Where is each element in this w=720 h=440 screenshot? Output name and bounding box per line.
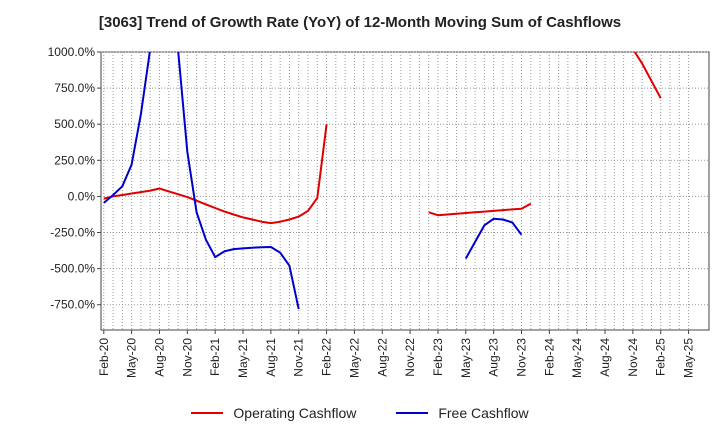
x-tick-label: May-20 (125, 338, 139, 378)
legend-item-operating: Operating Cashflow (191, 405, 356, 421)
x-tick-label: Feb-25 (654, 338, 668, 376)
y-tick-label: 0.0% (68, 189, 96, 203)
legend-swatch-operating (191, 412, 224, 414)
series-layer (103, 52, 662, 310)
x-tick-label: Feb-20 (97, 338, 111, 376)
x-tick-label: Aug-24 (598, 338, 612, 377)
series-1-segment-0 (103, 52, 151, 204)
y-tick-label: 1000.0% (48, 45, 96, 59)
series-1-segment-1 (177, 52, 300, 310)
x-tick-label: Feb-24 (542, 338, 556, 376)
x-tick-label: May-21 (236, 338, 250, 378)
x-tick-label: Aug-20 (152, 338, 166, 377)
series-1-segment-2 (464, 217, 523, 259)
legend-item-free: Free Cashflow (396, 405, 529, 421)
chart-title: [3063] Trend of Growth Rate (YoY) of 12-… (98, 14, 622, 31)
x-tick-label: May-22 (347, 338, 361, 378)
y-tick-label: 750.0% (54, 81, 95, 95)
legend-label-operating: Operating Cashflow (233, 405, 357, 421)
x-tick-label: Nov-21 (292, 338, 306, 377)
legend-swatch-free (396, 412, 429, 414)
x-tick-label: Feb-23 (431, 338, 445, 376)
x-tick-label: Aug-21 (264, 338, 278, 377)
series-0-segment-0 (103, 124, 328, 225)
y-axis: 1000.0% 750.0% 500.0% 250.0% 0.0% -250.0% -500… (48, 45, 101, 312)
x-axis: Feb-20 May-20 Aug-20 Nov-20 Feb-21 May-21 Aug-… (97, 330, 696, 378)
x-tick-label: Nov-20 (180, 338, 194, 377)
series-0-segment-1 (428, 202, 532, 217)
x-tick-label: May-24 (570, 338, 584, 378)
x-tick-label: Aug-23 (487, 338, 501, 377)
x-tick-label: Nov-23 (514, 338, 528, 377)
y-tick-label: 250.0% (54, 153, 95, 167)
series-0-segment-2 (633, 52, 662, 99)
x-tick-label: May-23 (459, 338, 473, 378)
grid-layer (101, 51, 709, 330)
x-tick-label: Aug-22 (375, 338, 389, 377)
plot-area (100, 51, 710, 331)
x-tick-label: Feb-22 (320, 338, 334, 376)
legend: Operating Cashflow Free Cashflow (0, 405, 720, 421)
y-tick-label: 500.0% (54, 117, 95, 131)
x-tick-label: Nov-22 (403, 338, 417, 377)
legend-label-free: Free Cashflow (438, 405, 529, 421)
x-tick-label: Feb-21 (208, 338, 222, 376)
x-tick-label: Nov-24 (626, 338, 640, 377)
x-tick-label: May-25 (682, 338, 696, 378)
y-tick-label: -250.0% (50, 226, 95, 240)
y-tick-label: -750.0% (50, 298, 95, 312)
y-tick-label: -500.0% (50, 262, 95, 276)
